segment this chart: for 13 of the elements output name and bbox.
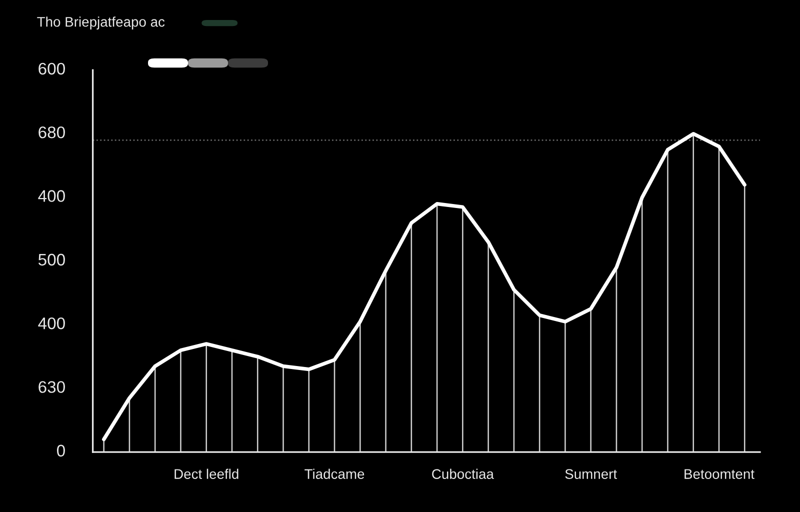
x-tick-label: Cuboctiaa: [432, 468, 494, 479]
x-tick-label: Tiadcame: [304, 468, 364, 479]
text: 400: [38, 190, 65, 202]
text: 630: [38, 381, 65, 393]
x-tick-label: Betoomtent: [684, 469, 754, 479]
text: 500: [38, 254, 65, 266]
chart-title: Tho Briepjatfeapo ac: [37, 16, 165, 30]
x-tick-label: Sumnert: [565, 469, 617, 479]
text: 0: [56, 444, 65, 457]
text: 680: [38, 126, 65, 138]
text: 600: [38, 62, 65, 75]
text: 400: [38, 317, 65, 330]
x-tick-label: Dect leefld: [174, 468, 238, 479]
